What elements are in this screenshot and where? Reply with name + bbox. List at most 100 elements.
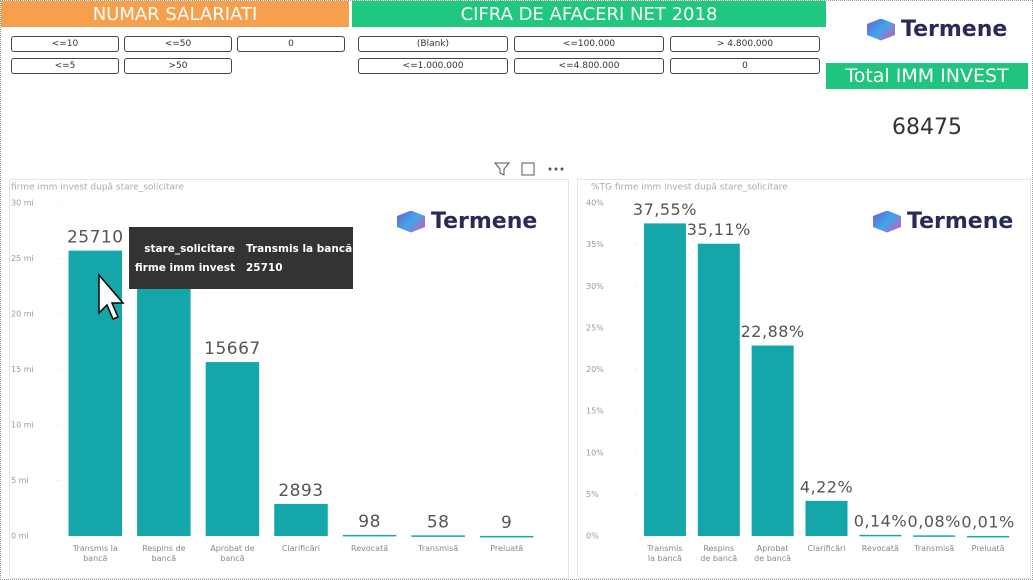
x-tick-label: Aprobat de bancă [754, 544, 792, 563]
logo: Termene [397, 209, 537, 234]
slicer-option[interactable]: <=50 [124, 36, 232, 52]
y-tick-label: 25 mi [11, 254, 34, 263]
x-tick-label-box: Aprobat de bancă [754, 544, 792, 563]
tooltip-text: stare_solicitare [144, 243, 235, 255]
y-tick-label: 35% [586, 240, 604, 249]
x-tick-label: Revocată [351, 544, 389, 553]
y-tick-label: 15% [586, 407, 604, 416]
slicer-option[interactable]: <=5 [11, 58, 119, 74]
bar [137, 269, 191, 536]
y-tick-label: 30 mi [11, 199, 34, 208]
visual-toolbar[interactable] [493, 162, 564, 176]
x-tick-label-box: Respins de bancă [700, 544, 738, 563]
x-tick-label-box: Transmis la bancă [647, 544, 683, 563]
x-tick-label: Respins de bancă [142, 544, 186, 563]
kpi-value: 68475 [892, 115, 962, 140]
x-tick-label: Transmis la bancă [647, 544, 683, 563]
logo: Termene [867, 17, 1007, 42]
value-label: 37,55% [633, 200, 697, 219]
y-tick-label: 20 mi [11, 310, 34, 319]
value-label: 22,88% [741, 322, 805, 341]
value-label: 0,14% [854, 511, 907, 530]
y-tick-label: 30% [586, 282, 604, 291]
value-label: 2893 [278, 481, 323, 501]
bar [697, 243, 740, 537]
x-tick-label: Clarificări [281, 544, 321, 553]
x-tick-label: Preluată [971, 544, 1005, 553]
x-tick-label-box: Clarificări [807, 544, 846, 553]
x-tick-label-box: Revocată [351, 544, 389, 553]
x-tick-label-box: Respins de bancă [142, 544, 186, 563]
value-label: 98 [358, 512, 381, 532]
x-tick-label-box: Transmis la bancă [72, 544, 118, 563]
bar [751, 345, 794, 536]
x-tick-label: Transmis la bancă [72, 544, 118, 563]
bar [913, 535, 956, 537]
x-tick-label-box: Revocată [861, 544, 899, 553]
tooltip: stare_solicitare Transmis la bancă firme i… [129, 227, 353, 289]
slicer-title: NUMAR SALARIATI [1, 1, 349, 27]
bar [205, 362, 260, 536]
x-tick-label-box: Preluată [971, 544, 1005, 553]
y-tick-label: 5 mi [11, 476, 29, 485]
value-label: 0,01% [961, 512, 1014, 531]
tooltip-box [129, 227, 353, 289]
y-tick-label: 5% [586, 490, 599, 499]
x-tick-label-box: Aprobat de bancă [210, 544, 254, 563]
slicer-option[interactable]: <=1.000.000 [358, 58, 508, 74]
slicer-option[interactable]: 0 [237, 36, 345, 52]
tooltip-text: Transmis la bancă [246, 243, 352, 255]
bar [479, 535, 534, 538]
bar [859, 534, 902, 537]
slicer-option[interactable]: <=4.800.000 [514, 58, 664, 74]
logo-text: Termene [431, 209, 538, 234]
bar [411, 535, 465, 537]
value-label: 58 [427, 512, 450, 532]
x-tick-label-box: Clarificări [281, 544, 321, 553]
bar [643, 223, 686, 537]
x-tick-label: Clarificări [807, 544, 846, 553]
x-tick-label: Revocată [861, 544, 899, 553]
x-tick-label: Preluată [490, 544, 524, 553]
slicer-option[interactable]: <=100.000 [514, 36, 664, 52]
value-label: 0,08% [908, 512, 961, 531]
value-label: 4,22% [800, 477, 853, 496]
logo-text: Termene [907, 209, 1014, 234]
chart-panel [9, 179, 569, 579]
slicer-option[interactable]: >50 [124, 58, 232, 74]
y-tick-label: 25% [586, 323, 604, 332]
slicer-title: CIFRA DE AFACERI NET 2018 [352, 1, 826, 27]
y-tick-label: 20% [586, 365, 604, 374]
y-tick-label: 0 mi [11, 532, 29, 541]
y-tick-label: 0% [586, 532, 599, 541]
x-tick-label-box: Transmisă [418, 544, 459, 553]
x-tick-label: Transmisă [914, 544, 955, 553]
x-tick-label: Transmisă [418, 544, 459, 553]
chart-title: firme imm invest după stare_solicitare [11, 183, 184, 193]
value-label: 9 [501, 513, 512, 533]
slicer-option[interactable]: > 4.800.000 [670, 36, 820, 52]
bar [342, 534, 397, 537]
bar [967, 535, 1010, 538]
slicer-option[interactable]: 0 [670, 58, 820, 74]
value-label: 25710 [67, 228, 124, 248]
kpi-label: Total IMM INVEST [826, 63, 1028, 89]
chart-title: %TG firme imm invest după stare_solicita… [591, 183, 788, 193]
logo-text: Termene [901, 17, 1008, 42]
x-tick-label: Respins de bancă [700, 544, 738, 563]
logo: Termene [873, 209, 1013, 234]
slicer-option[interactable]: (Blank) [358, 36, 508, 52]
value-label: 35,11% [687, 220, 751, 239]
tooltip-text: firme imm invest [135, 262, 235, 274]
y-tick-label: 10 mi [11, 421, 34, 430]
x-tick-label-box: Transmisă [914, 544, 955, 553]
bar [274, 503, 328, 536]
y-tick-label: 40% [586, 199, 604, 208]
value-label: 15667 [204, 339, 261, 359]
bar [805, 500, 848, 536]
x-tick-label-box: Preluată [490, 544, 524, 553]
y-tick-label: 10% [586, 448, 604, 457]
slicer-option[interactable]: <=10 [11, 36, 119, 52]
